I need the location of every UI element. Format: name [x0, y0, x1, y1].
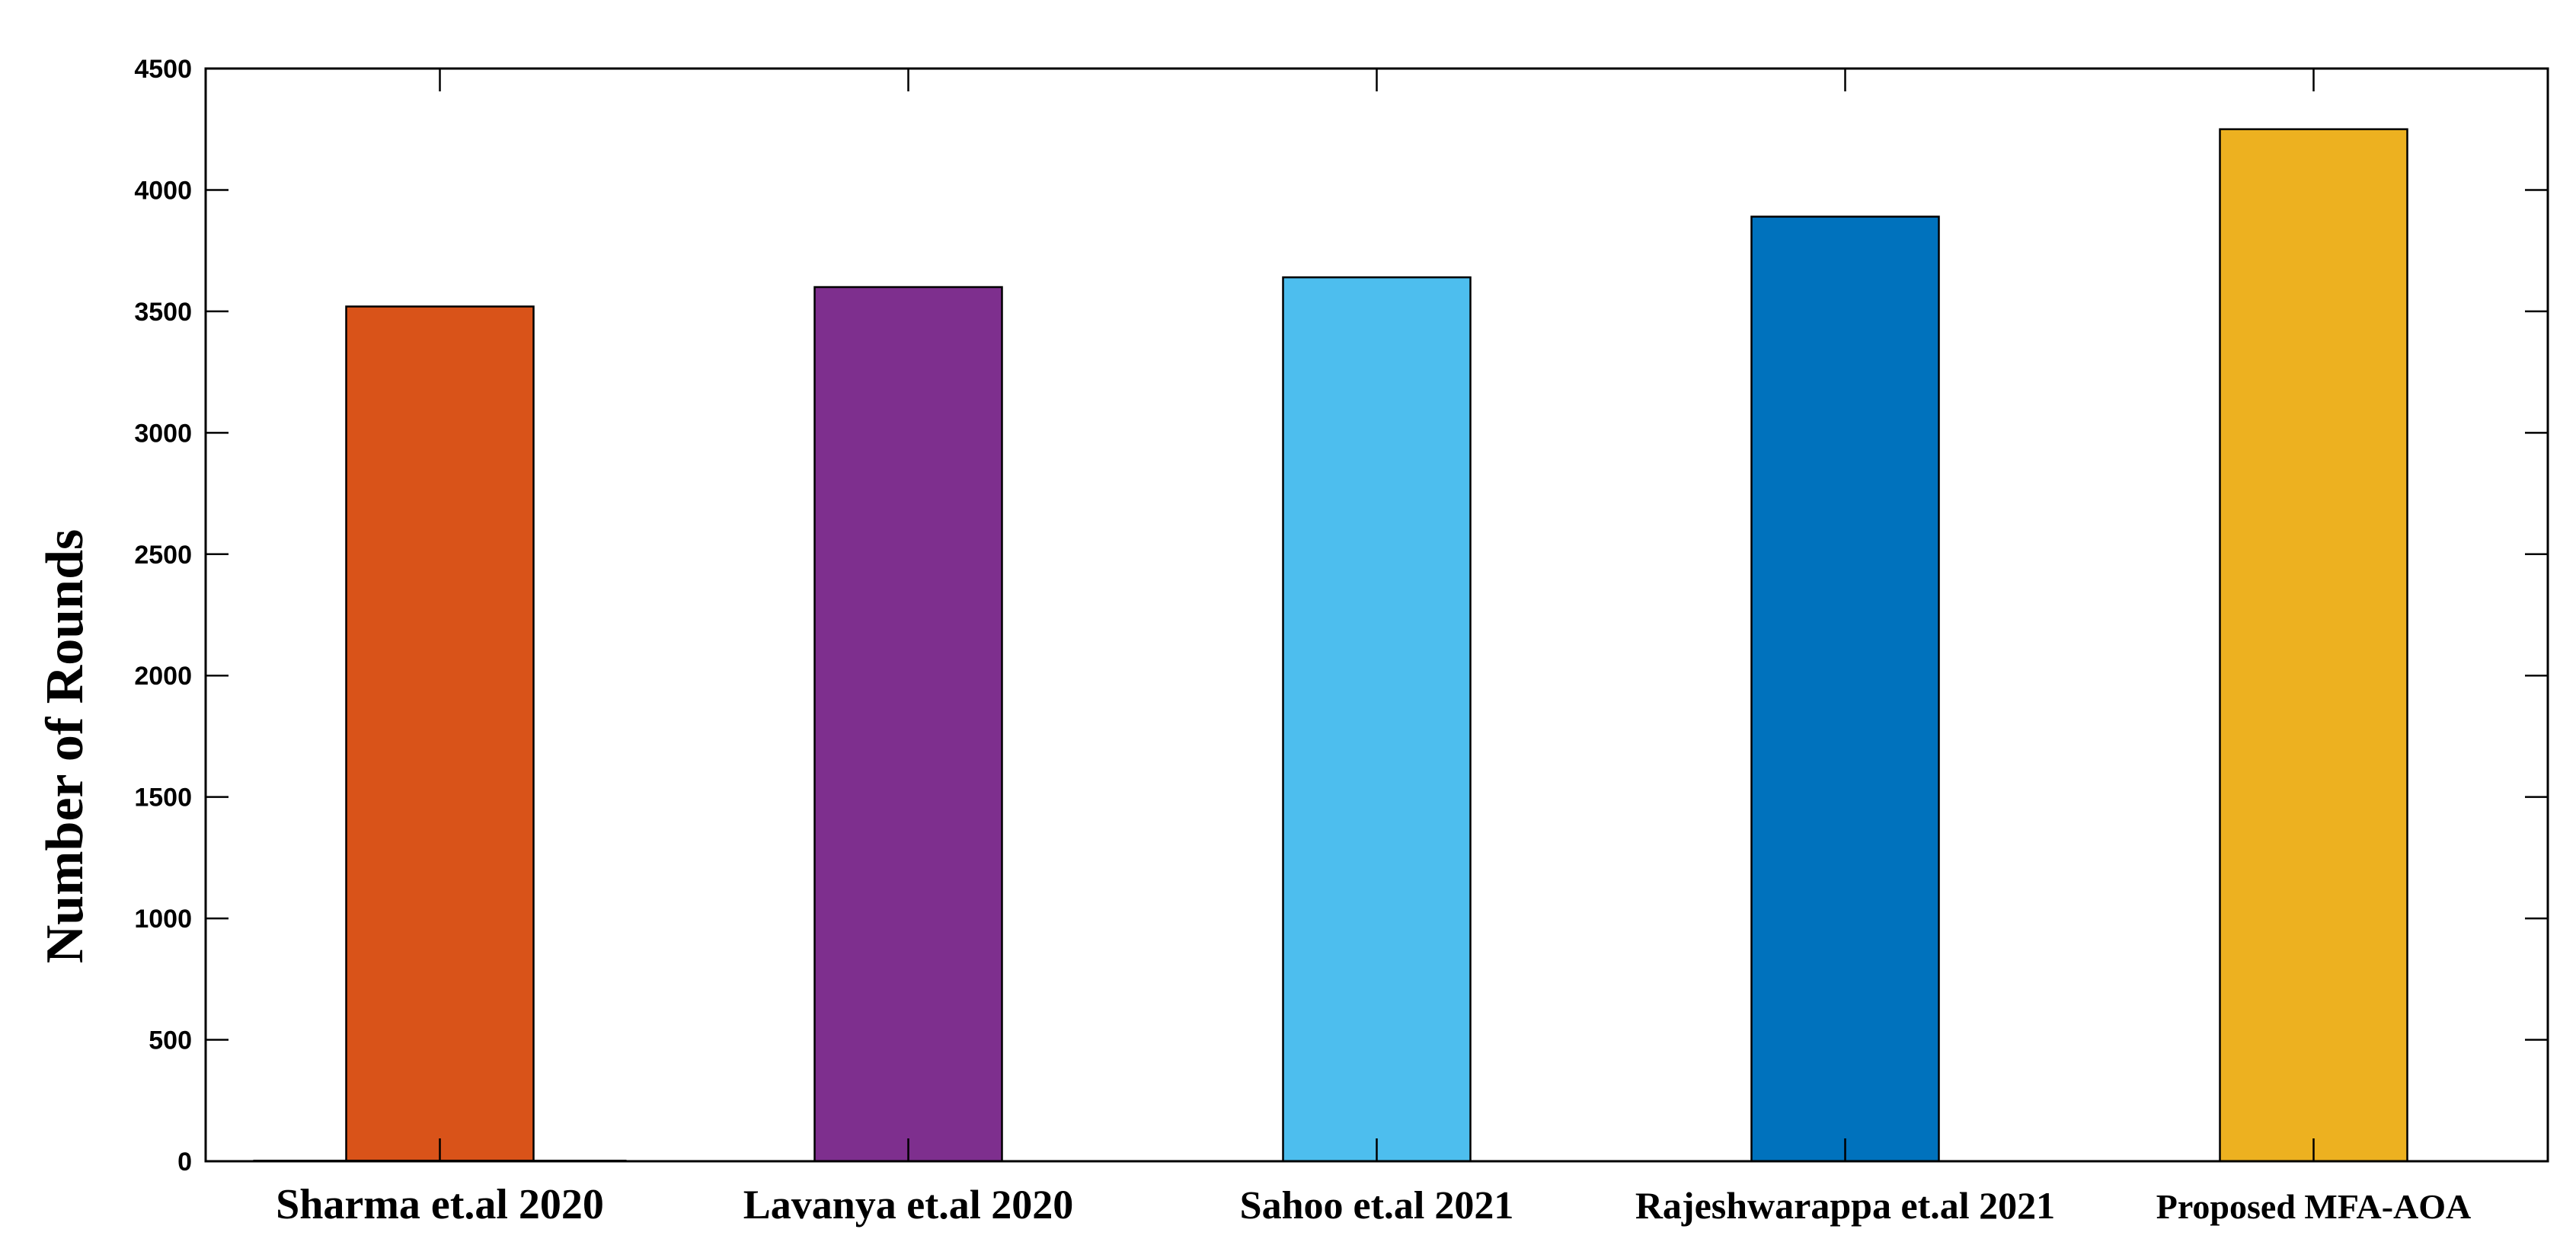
- x-tick-label-3: Sahoo et.al 2021: [1240, 1184, 1514, 1227]
- bars-layer: [253, 128, 2408, 1163]
- x-tick-label-1: Sharma et.al 2020: [276, 1181, 604, 1228]
- y-tick-label-2500: 2500: [134, 541, 192, 570]
- bar-2: [813, 286, 1003, 1163]
- y-tick-label-4500: 4500: [134, 55, 192, 84]
- y-tick-label-2000: 2000: [134, 662, 192, 691]
- bar-3: [1282, 276, 1472, 1163]
- bar-1: [345, 305, 535, 1163]
- y-tick-label-4000: 4000: [134, 176, 192, 205]
- x-tick-label-5: Proposed MFA-AOA: [2156, 1187, 2472, 1226]
- y-axis-title: Number of Rounds: [36, 529, 94, 964]
- y-tick-label-3500: 3500: [134, 298, 192, 327]
- y-tick-label-1000: 1000: [134, 905, 192, 934]
- bar-4: [1750, 215, 1940, 1163]
- x-ticks-layer: Sharma et.al 2020 Lavanya et.al 2020 Sahoo…: [276, 69, 2471, 1228]
- bar-5: [2219, 128, 2408, 1163]
- y-ticks-layer: 0 500 1000 1500 2000 2500 3000 3500 4000 4500: [134, 55, 2548, 1176]
- x-tick-label-2: Lavanya et.al 2020: [743, 1182, 1074, 1227]
- y-tick-label-3000: 3000: [134, 419, 192, 448]
- x-tick-label-4: Rajeshwarappa et.al 2021: [1635, 1184, 2055, 1227]
- y-tick-label-500: 500: [149, 1026, 192, 1055]
- y-tick-label-1500: 1500: [134, 784, 192, 812]
- y-tick-label-0: 0: [177, 1148, 192, 1176]
